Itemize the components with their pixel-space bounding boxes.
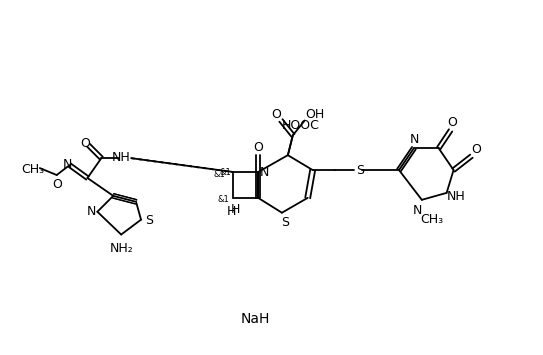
Text: N: N [63, 158, 72, 171]
Text: S: S [281, 216, 289, 229]
Text: H: H [226, 205, 236, 218]
Text: &1: &1 [213, 170, 225, 179]
Text: O: O [253, 141, 263, 154]
Text: NH₂: NH₂ [109, 242, 133, 255]
Text: &1: &1 [218, 195, 229, 204]
Text: CH₃: CH₃ [21, 163, 45, 176]
Text: N: N [413, 204, 422, 217]
Text: O: O [53, 179, 62, 191]
Text: N: N [410, 133, 420, 146]
Text: S: S [356, 164, 364, 176]
Text: O: O [471, 143, 481, 156]
Text: HOOC: HOOC [282, 119, 320, 132]
Text: NH: NH [447, 190, 466, 203]
Text: S: S [145, 214, 153, 227]
Text: H: H [231, 203, 240, 216]
Text: OH: OH [305, 108, 324, 121]
Text: N: N [260, 165, 269, 179]
Text: N: N [87, 205, 96, 218]
Text: O: O [447, 116, 458, 129]
Text: O: O [80, 137, 90, 150]
Text: NH: NH [112, 151, 130, 164]
Text: O: O [271, 108, 281, 121]
Text: &1: &1 [219, 168, 231, 176]
Text: NaH: NaH [241, 312, 270, 326]
Text: CH₃: CH₃ [420, 213, 443, 226]
